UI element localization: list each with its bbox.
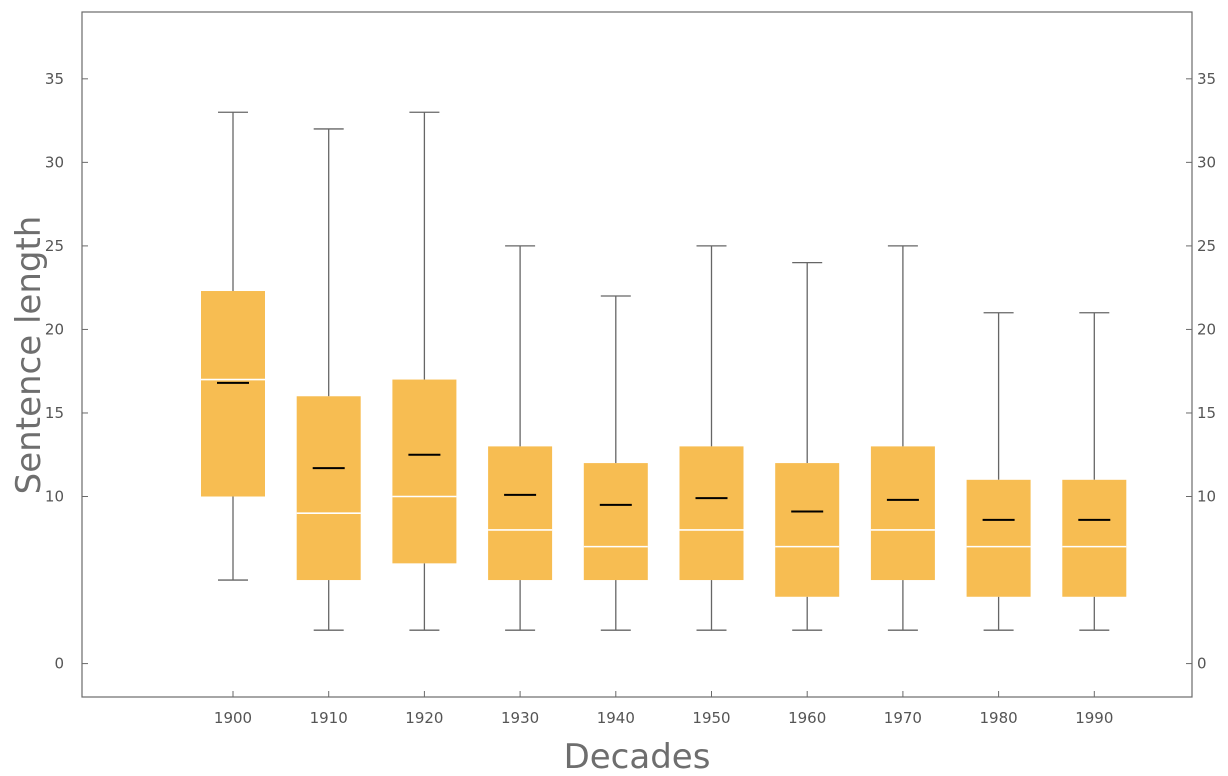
iqr-box [488, 446, 553, 581]
box-1920 [392, 111, 457, 631]
box-1980 [966, 312, 1031, 631]
x-tick-label: 1950 [692, 709, 730, 727]
box-1930 [488, 245, 553, 631]
y-tick-label-right: 0 [1197, 655, 1207, 673]
y-tick-label-right: 15 [1197, 404, 1216, 422]
x-tick-label: 1910 [310, 709, 348, 727]
x-tick-label: 1960 [788, 709, 826, 727]
x-axis-title: Decades [564, 737, 711, 776]
iqr-box [679, 446, 744, 581]
x-tick-label: 1920 [405, 709, 443, 727]
box-1900 [201, 111, 265, 581]
box-1940 [583, 295, 648, 631]
x-tick-label: 1980 [980, 709, 1018, 727]
y-tick-label-right: 30 [1197, 153, 1216, 171]
box-1960 [775, 261, 840, 631]
iqr-box [583, 463, 648, 581]
iqr-box [966, 479, 1031, 597]
x-tick-label: 1900 [214, 709, 252, 727]
x-tick-label: 1930 [501, 709, 539, 727]
y-tick-label-left: 20 [45, 320, 64, 338]
y-tick-label-left: 15 [45, 404, 64, 422]
box-1910 [296, 128, 361, 631]
y-tick-label-left: 35 [45, 70, 64, 88]
iqr-box [296, 396, 361, 581]
x-tick-label: 1940 [597, 709, 635, 727]
y-tick-label-right: 20 [1197, 320, 1216, 338]
box-1950 [679, 245, 744, 631]
iqr-box [775, 463, 840, 597]
iqr-box [392, 379, 457, 564]
x-tick-label: 1990 [1075, 709, 1113, 727]
y-tick-label-right: 25 [1197, 237, 1216, 255]
box-1970 [870, 245, 935, 631]
ticks-layer: 1900 1910 1920 1930 1940 1950 1960 1970 1980 1990… [45, 70, 1216, 727]
y-tick-label-left: 10 [45, 488, 64, 506]
iqr-box [1062, 479, 1127, 597]
x-tick-label: 1970 [884, 709, 922, 727]
y-tick-label-left: 25 [45, 237, 64, 255]
y-tick-label-right: 10 [1197, 488, 1216, 506]
iqr-box [201, 291, 265, 497]
plot-frame [81, 11, 1193, 698]
iqr-box [870, 446, 935, 581]
boxes-layer [201, 111, 1127, 631]
y-axis-title: Sentence length [9, 216, 49, 495]
y-tick-label-left: 0 [54, 655, 64, 673]
y-tick-label-left: 30 [45, 153, 64, 171]
box-1990 [1062, 312, 1127, 631]
y-tick-label-right: 35 [1197, 70, 1216, 88]
